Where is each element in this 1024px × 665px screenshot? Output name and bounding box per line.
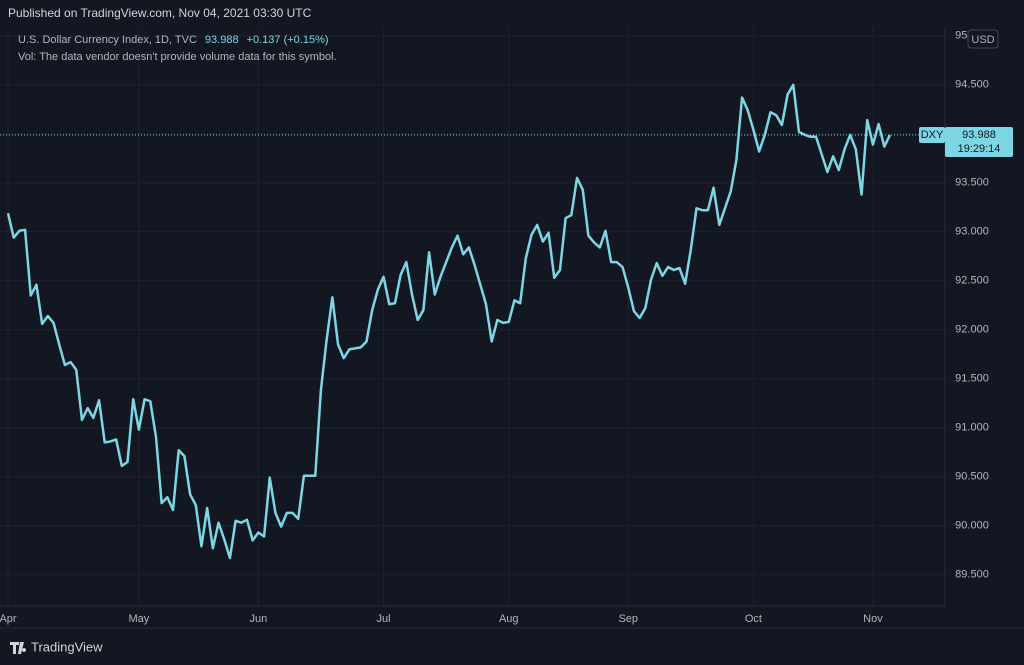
price-line — [6, 83, 892, 560]
logo: TradingView — [10, 639, 103, 654]
y-tick-label: 92.000 — [955, 324, 989, 336]
price-badge — [945, 126, 1013, 157]
y-tick-label: 90.000 — [955, 520, 989, 532]
y-tick-label: 92.500 — [955, 275, 989, 287]
x-tick-label: Jun — [249, 613, 267, 625]
x-tick-label: Aug — [499, 613, 519, 625]
logo-mark — [10, 642, 27, 654]
symbol-badge — [919, 126, 945, 143]
legend-line: U.S. Dollar Currency Index, 1D, TVC 93.98… — [18, 34, 329, 46]
x-tick-label: Oct — [745, 613, 762, 625]
published-note: Published on TradingView.com, Nov 04, 20… — [8, 6, 312, 20]
price-label: 93.988 — [962, 129, 996, 141]
symbol-label: DXY — [921, 129, 944, 141]
change: +0.137 (+0.15%) — [247, 34, 329, 46]
plot-area — [0, 83, 945, 560]
grid — [0, 28, 945, 606]
x-tick-label: Nov — [863, 613, 883, 625]
volume-note: Vol: The data vendor doesn't provide vol… — [18, 51, 337, 63]
x-tick-label: Apr — [0, 613, 17, 625]
y-tick-label: 89.500 — [955, 569, 989, 581]
currency: USD — [971, 34, 994, 46]
y-tick-label: 94.500 — [955, 79, 989, 91]
y-tick-label: 91.000 — [955, 422, 989, 434]
y-tick-label: 90.500 — [955, 471, 989, 483]
symbol: U.S. Dollar Currency Index, 1D, TVC — [18, 34, 197, 46]
last-value: 93.988 — [205, 34, 239, 46]
y-tick-label: 93.000 — [955, 226, 989, 238]
x-tick-label: May — [128, 613, 149, 625]
footer-brand: TradingView — [31, 639, 103, 654]
countdown: 19:29:14 — [958, 143, 1001, 155]
x-tick-label: Sep — [618, 613, 638, 625]
y-tick-label: 93.500 — [955, 177, 989, 189]
y-tick-label: 91.500 — [955, 373, 989, 385]
axis-labels: 89.500 90.000 90.500 91.000 91.500 92.000 92.5… — [0, 30, 989, 625]
x-tick-label: Jul — [377, 613, 391, 625]
currency-badge — [967, 29, 999, 49]
